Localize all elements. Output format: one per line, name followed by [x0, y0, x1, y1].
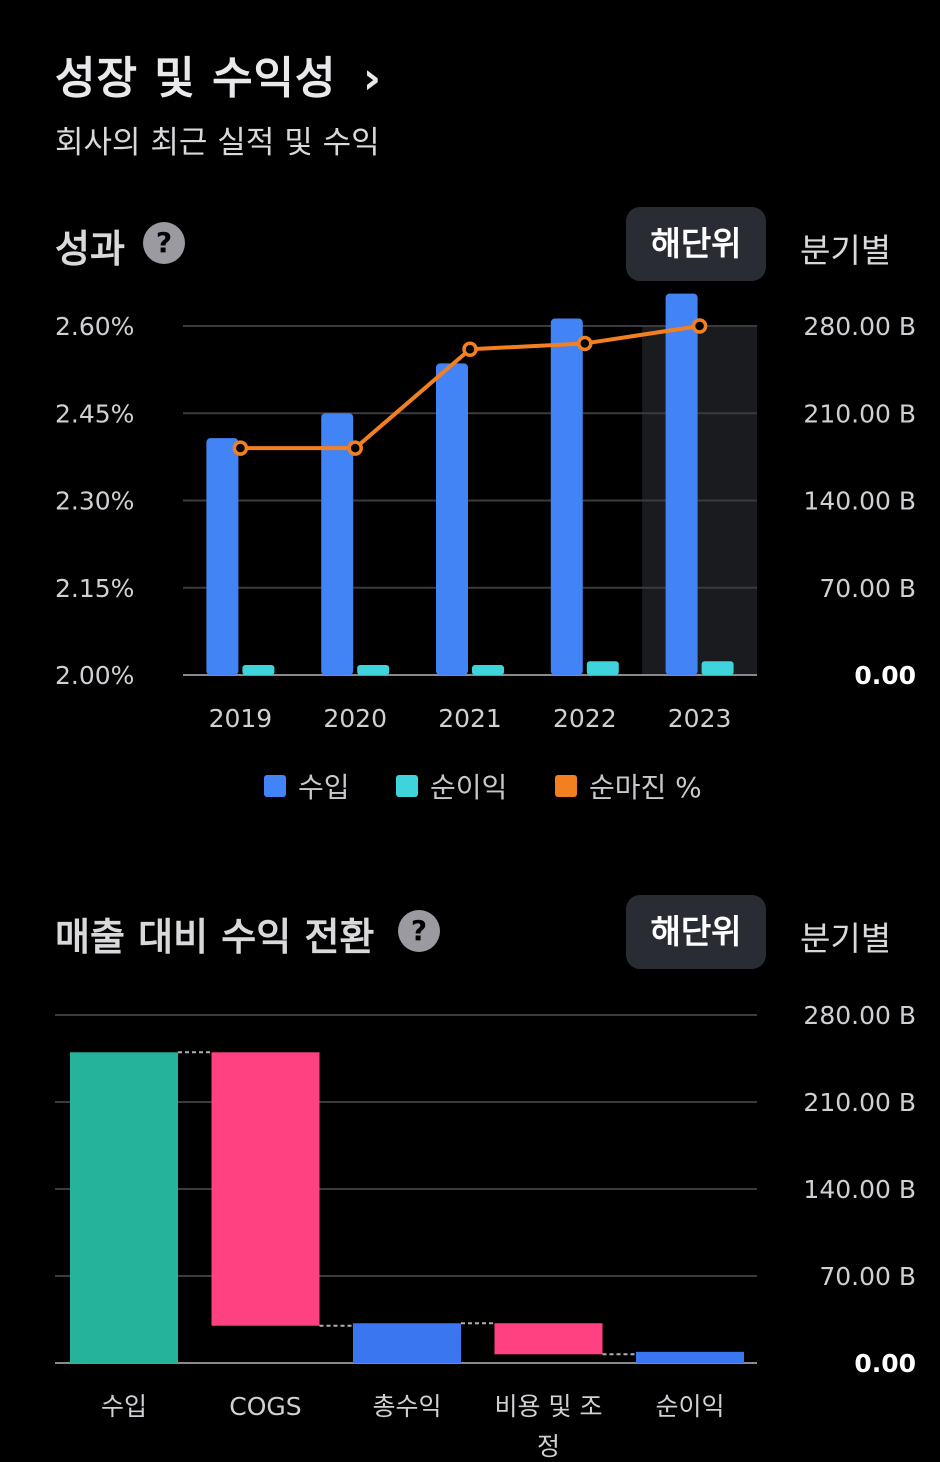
annual-toggle-button[interactable]: 해단위: [626, 207, 766, 281]
x-axis-tick-label: 순이익: [655, 1392, 724, 1421]
right-axis-tick-label: 70.00 B: [819, 1262, 916, 1291]
legend-item-net-income[interactable]: 순이익: [396, 766, 507, 806]
legend-label-revenue: 수입: [298, 771, 350, 804]
right-axis-tick-label: 280.00 B: [803, 312, 916, 341]
right-axis-tick-label: 210.00 B: [803, 399, 916, 428]
left-axis-tick-label: 2.30%: [55, 487, 134, 516]
help-icon[interactable]: ?: [143, 222, 185, 264]
page-subtitle: 회사의 최근 실적 및 수익: [55, 125, 380, 161]
right-axis-tick-label: 140.00 B: [803, 1175, 916, 1204]
right-axis-tick-label: 70.00 B: [819, 574, 916, 603]
x-axis-tick-label-line: 정: [537, 1432, 560, 1460]
conversion-title: 매출 대비 수익 전환: [55, 915, 375, 959]
legend-swatch-net-income: [396, 775, 418, 797]
net-income-bar: [357, 665, 390, 675]
waterfall-bar: [353, 1323, 461, 1363]
quarterly-toggle-button[interactable]: 분기별: [800, 919, 892, 958]
net-income-bar: [472, 665, 504, 675]
x-axis-tick-label-line: 비용 및 조: [495, 1392, 603, 1421]
x-axis-tick-label: 총수익: [372, 1392, 441, 1421]
page-title-text: 성장 및 수익성: [55, 53, 337, 104]
help-icon[interactable]: ?: [398, 910, 440, 952]
revenue-bar: [436, 363, 468, 675]
legend-swatch-revenue: [264, 775, 286, 797]
net-income-bar: [701, 661, 734, 675]
x-axis-tick-label: 수입: [101, 1392, 147, 1421]
x-axis-tick-label: 2019: [209, 704, 273, 733]
x-axis-tick-label: 2023: [668, 704, 732, 733]
net-margin-point: [691, 318, 708, 334]
performance-chart: 2.60% 280.00 B 2.45% 210.00 B 2.30% 140.00 B 2…: [55, 293, 916, 733]
left-axis-tick-label: 2.60%: [55, 312, 134, 341]
net-income-bar: [242, 665, 275, 675]
net-income-bar: [586, 661, 619, 675]
right-axis-tick-label: 210.00 B: [803, 1088, 916, 1117]
revenue-bar: [321, 413, 354, 675]
right-axis-tick-label: 140.00 B: [803, 487, 916, 516]
right-axis-tick-label: 0.00: [854, 661, 916, 690]
legend-item-net-margin[interactable]: 순마진 %: [555, 766, 702, 806]
legend-label-net-margin: 순마진 %: [589, 771, 702, 804]
legend-swatch-net-margin: [555, 775, 577, 797]
x-axis-tick-label: 2022: [553, 704, 617, 733]
quarterly-toggle-button[interactable]: 분기별: [800, 231, 892, 270]
waterfall-bar: [494, 1323, 603, 1355]
left-axis-tick-label: 2.45%: [55, 399, 134, 428]
net-margin-point: [577, 335, 593, 352]
chevron-right-icon: ›: [362, 53, 382, 104]
waterfall-bar: [70, 1052, 178, 1363]
revenue-bar: [206, 438, 239, 675]
performance-title: 성과: [55, 227, 125, 271]
annual-toggle-button[interactable]: 해단위: [626, 895, 766, 969]
conversion-waterfall-chart: 280.00 B 210.00 B 140.00 B 70.00 B 0.00 수입 COG…: [55, 1001, 916, 1460]
revenue-bar: [550, 318, 583, 675]
left-axis-tick-label: 2.00%: [55, 661, 134, 690]
net-margin-point: [232, 440, 249, 456]
x-axis-tick-label: COGS: [229, 1392, 301, 1421]
legend-item-revenue[interactable]: 수입: [264, 766, 350, 806]
waterfall-bar: [211, 1052, 320, 1326]
right-axis-tick-label: 0.00: [854, 1349, 916, 1378]
legend-label-net-income: 순이익: [430, 771, 508, 804]
x-axis-tick-label: 2020: [323, 704, 387, 733]
net-margin-point: [462, 341, 478, 358]
left-axis-tick-label: 2.15%: [55, 574, 134, 603]
revenue-bar: [665, 293, 698, 675]
page-title[interactable]: 성장 및 수익성 ›: [55, 42, 382, 106]
net-margin-point: [347, 440, 363, 456]
x-axis-tick-label: 2021: [438, 704, 502, 733]
waterfall-bar: [636, 1351, 744, 1363]
right-axis-tick-label: 280.00 B: [803, 1001, 916, 1030]
